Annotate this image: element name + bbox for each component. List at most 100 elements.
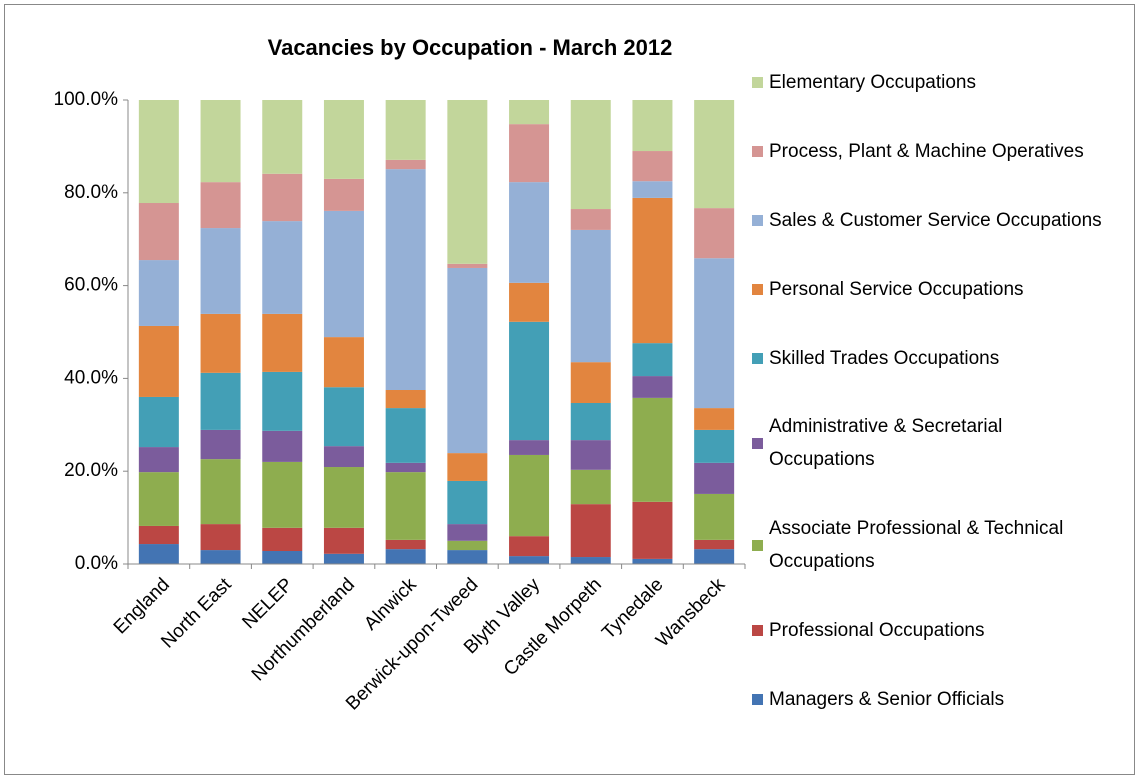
bar-segment [385,169,426,390]
legend-swatch [752,437,763,449]
bar-segment [323,467,364,528]
legend-swatch [752,77,763,88]
bar-segment [323,387,364,447]
bar-segment [262,371,303,431]
bar-segment [138,203,179,261]
bar-segment [509,536,550,557]
legend-swatch [752,694,763,705]
legend-swatch [752,352,763,364]
bar-segment [632,151,673,182]
bar-segment [200,100,241,183]
bar-segment [200,313,241,373]
bar-segment [509,282,550,322]
bar-segment [385,472,426,540]
legend-swatch [752,283,763,295]
bar-segment [570,504,611,558]
y-tick-label: 40.0% [64,367,118,388]
legend-item: Process, Plant & Machine Operatives [752,135,1132,168]
bar-segment [323,210,364,338]
bar-segment [694,100,735,209]
legend: Elementary Occupations Process, Plant & M… [752,66,1132,716]
bar-segment [509,100,550,125]
bar-segment [385,100,426,160]
y-tick-label: 100.0% [54,89,119,110]
bar-segment [138,396,179,448]
bar-segment [570,362,611,403]
bar-segment [385,539,426,550]
bar-segment [262,100,303,174]
bar-segment [694,258,735,409]
legend-label: Sales & Customer Service Occupations [769,209,1102,231]
bar-segment [447,100,488,264]
bar-segment [570,469,611,505]
bar-segment [570,440,611,470]
chart-border [4,4,1135,775]
legend-item: Elementary Occupations [752,66,1132,99]
bar-segment [262,430,303,462]
bar-segment [509,440,550,455]
bar-segment [200,524,241,551]
bar-segment [262,551,303,564]
bar-segment [323,100,364,179]
bar-segment [632,376,673,398]
legend-swatch [752,214,763,226]
bar-segment [509,124,550,183]
bar-segment [200,459,241,525]
bar-segment [447,263,488,268]
bar-segment [570,229,611,363]
bar-segment [632,558,673,564]
bar-segment [570,209,611,230]
bar-segment [632,181,673,198]
legend-item: Sales & Customer Service Occupations [752,204,1132,237]
bar-segment [447,524,488,541]
bar-segment [509,454,550,537]
bar-segment [385,159,426,170]
legend-item: Personal Service Occupations [752,273,1132,306]
bar-segment [447,267,488,454]
legend-swatch [752,539,763,551]
bar-segment [632,501,673,559]
bar-segment [385,408,426,463]
bar-segment [323,178,364,211]
bar-segment [200,550,241,564]
y-tick-label: 0.0% [75,553,118,574]
chart-title: Vacancies by Occupation - March 2012 [268,35,673,60]
bar-segment [570,100,611,210]
bar-segment [694,429,735,463]
y-tick-label: 80.0% [64,182,118,203]
bar-segment [323,527,364,554]
bar-segment [323,337,364,388]
y-tick-label: 20.0% [64,460,118,481]
legend-item: Professional Occupations [752,614,1132,647]
bar-segment [509,182,550,283]
bar-segment [447,480,488,525]
bar-segment [447,540,488,551]
bar-segment [694,539,735,550]
bar-segment [694,208,735,259]
bar-segment [200,372,241,430]
bar-segment [570,402,611,441]
legend-label: Personal Service Occupations [769,278,1024,300]
legend-label: Managers & Senior Officials [769,689,1005,710]
bar-segment [262,461,303,528]
bar-segment [385,462,426,473]
bar-segment [262,173,303,222]
bar-segment [694,462,735,494]
bar-segment [632,100,673,152]
bar-segment [509,556,550,564]
bar-segment [138,260,179,326]
legend-label: Professional Occupations [769,620,985,642]
bar-segment [632,397,673,502]
legend-item: Managers & Senior Officials [752,683,1132,716]
bar-segment [323,553,364,564]
legend-label: Skilled Trades Occupations [769,347,1000,369]
bar-segment [200,228,241,314]
legend-item: Administrative & Secretarial Occupations [752,410,1132,476]
bar-segment [262,527,303,552]
legend-label: Associate Professional & Technical Occup… [769,518,1064,573]
bar-segment [200,429,241,460]
bar-segment [138,472,179,526]
bar-segment [694,549,735,564]
legend-label: Process, Plant & Machine Operatives [769,140,1084,162]
